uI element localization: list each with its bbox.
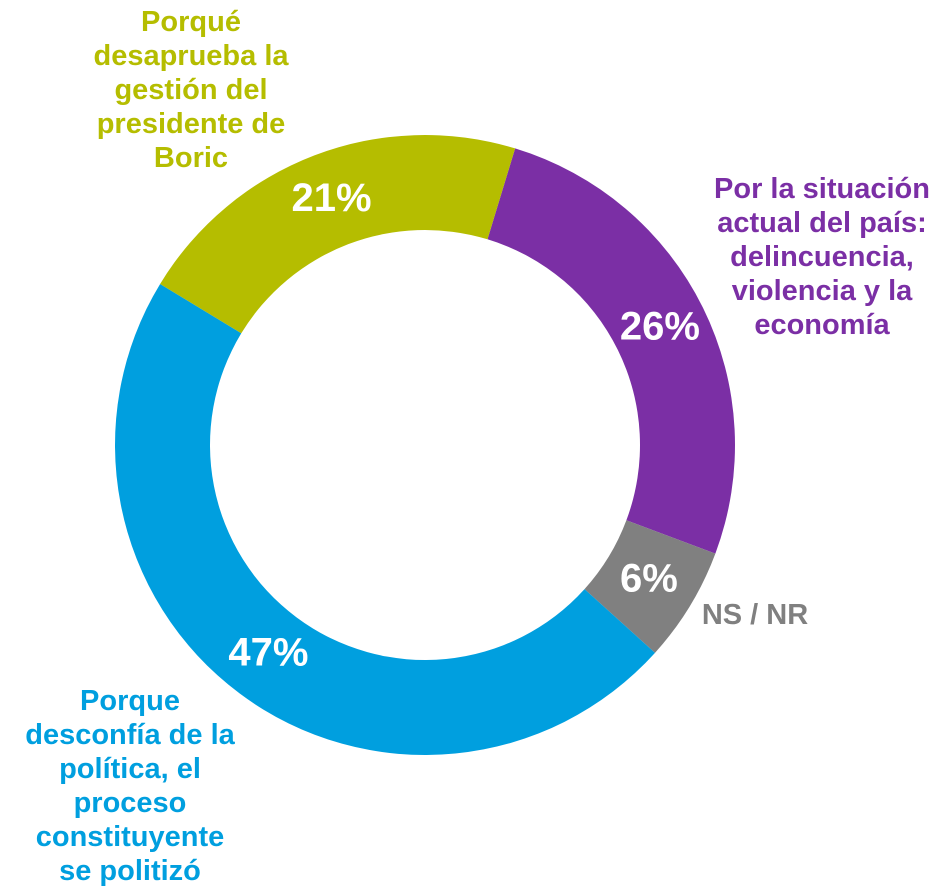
value-label: 47% — [228, 631, 308, 675]
donut-segment — [160, 135, 516, 334]
donut-segment — [114, 283, 656, 756]
category-label: Porque desconfía de la política, el proc… — [25, 685, 235, 887]
category-label: Por la situación actual del país: delinc… — [714, 173, 930, 341]
donut-segment — [487, 148, 735, 554]
category-label: NS / NR — [701, 599, 809, 631]
value-label: 6% — [620, 557, 678, 601]
category-label: Porqué desaprueba la gestión del preside… — [93, 6, 289, 174]
value-label: 21% — [292, 176, 372, 220]
donut-segment — [584, 520, 716, 653]
value-label: 26% — [620, 304, 700, 348]
